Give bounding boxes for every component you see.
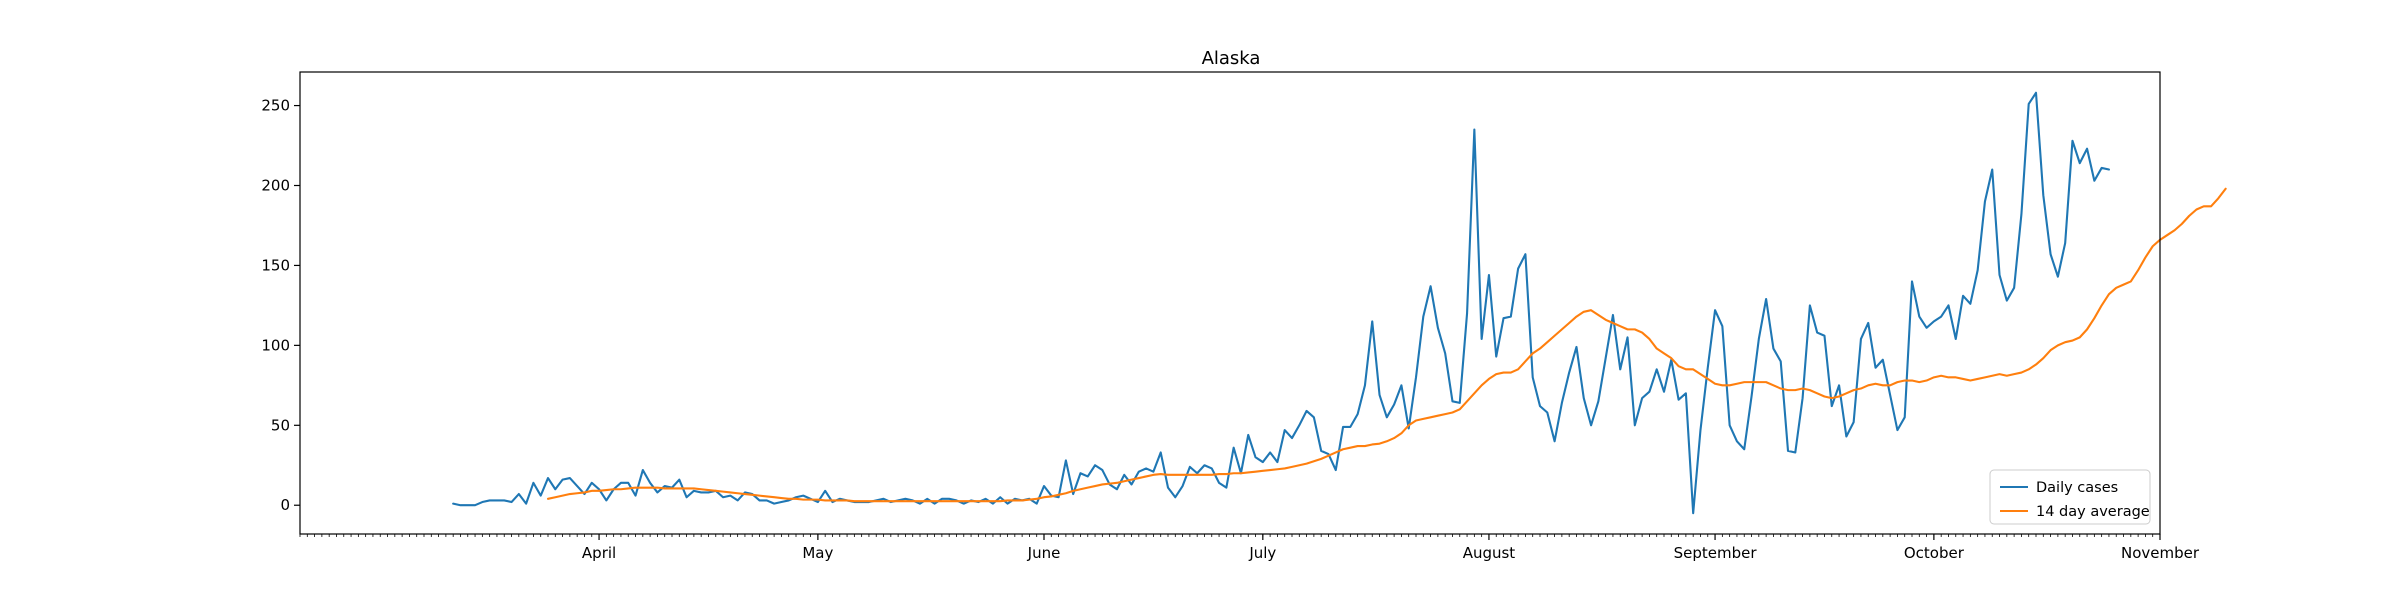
- y-tick-label-1: 50: [271, 416, 290, 434]
- series-line-0: [452, 91, 2110, 515]
- x-tick-label-5: September: [1674, 544, 1758, 562]
- y-tick-label-0: 0: [280, 496, 290, 514]
- y-tick-label-5: 250: [261, 97, 290, 115]
- plot-frame: [299, 71, 2161, 535]
- legend-label-1: 14 day average: [2036, 504, 2150, 520]
- y-tick-label-3: 150: [261, 256, 290, 274]
- x-tick-label-4: August: [1463, 544, 1516, 562]
- x-tick-label-0: April: [582, 544, 616, 562]
- plot-area: [452, 91, 2227, 515]
- axes: 0 50 100 150 200 250 April May June July August Sep…: [261, 97, 2199, 562]
- x-tick-label-7: November: [2121, 544, 2200, 562]
- legend-label-0: Daily cases: [2036, 480, 2118, 496]
- x-tick-label-6: October: [1904, 544, 1965, 562]
- x-tick-label-1: May: [802, 544, 833, 562]
- legend: Daily cases 14 day average: [1989, 469, 2151, 525]
- chart-title: Alaska: [1202, 48, 1261, 69]
- x-tick-label-3: July: [1248, 544, 1276, 562]
- series-line-1: [546, 187, 2227, 503]
- x-tick-label-2: June: [1027, 544, 1061, 562]
- y-tick-label-4: 200: [261, 177, 290, 195]
- y-tick-label-2: 100: [261, 336, 290, 354]
- legend-box: [1989, 469, 2151, 525]
